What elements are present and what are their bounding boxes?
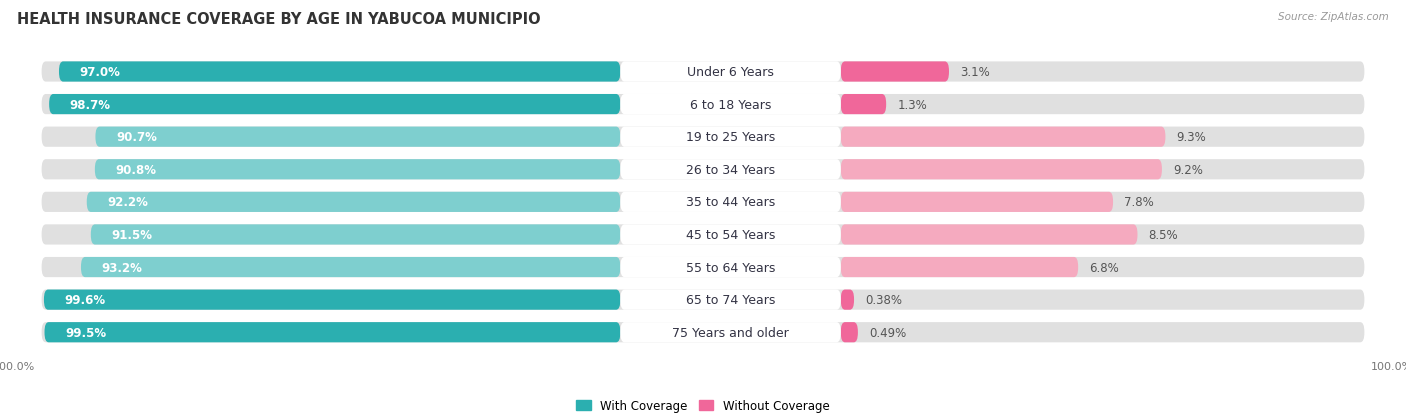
- FancyBboxPatch shape: [42, 257, 1364, 278]
- FancyBboxPatch shape: [94, 160, 620, 180]
- Text: 90.7%: 90.7%: [117, 131, 157, 144]
- Text: 93.2%: 93.2%: [101, 261, 142, 274]
- FancyBboxPatch shape: [620, 95, 841, 115]
- Text: 0.38%: 0.38%: [865, 293, 903, 306]
- FancyBboxPatch shape: [620, 290, 841, 310]
- FancyBboxPatch shape: [620, 192, 841, 212]
- FancyBboxPatch shape: [841, 160, 1161, 180]
- FancyBboxPatch shape: [841, 62, 949, 83]
- FancyBboxPatch shape: [42, 160, 1364, 180]
- FancyBboxPatch shape: [620, 257, 841, 278]
- FancyBboxPatch shape: [841, 257, 1078, 278]
- Text: HEALTH INSURANCE COVERAGE BY AGE IN YABUCOA MUNICIPIO: HEALTH INSURANCE COVERAGE BY AGE IN YABU…: [17, 12, 540, 27]
- FancyBboxPatch shape: [87, 192, 620, 212]
- Text: 99.5%: 99.5%: [65, 326, 107, 339]
- FancyBboxPatch shape: [42, 62, 1364, 83]
- FancyBboxPatch shape: [620, 62, 841, 83]
- FancyBboxPatch shape: [841, 192, 1114, 212]
- FancyBboxPatch shape: [841, 225, 1137, 245]
- Text: 99.6%: 99.6%: [65, 293, 105, 306]
- Text: 1.3%: 1.3%: [897, 98, 927, 112]
- FancyBboxPatch shape: [620, 322, 841, 342]
- Text: 0.49%: 0.49%: [869, 326, 905, 339]
- Text: 9.2%: 9.2%: [1173, 164, 1202, 176]
- Text: 6 to 18 Years: 6 to 18 Years: [690, 98, 772, 112]
- FancyBboxPatch shape: [620, 225, 841, 245]
- FancyBboxPatch shape: [59, 62, 620, 83]
- Text: 65 to 74 Years: 65 to 74 Years: [686, 293, 775, 306]
- Text: 92.2%: 92.2%: [107, 196, 148, 209]
- Text: 6.8%: 6.8%: [1090, 261, 1119, 274]
- Text: 7.8%: 7.8%: [1123, 196, 1154, 209]
- FancyBboxPatch shape: [91, 225, 620, 245]
- FancyBboxPatch shape: [42, 290, 1364, 310]
- Text: 45 to 54 Years: 45 to 54 Years: [686, 228, 775, 241]
- FancyBboxPatch shape: [42, 322, 1364, 342]
- FancyBboxPatch shape: [620, 160, 841, 180]
- Legend: With Coverage, Without Coverage: With Coverage, Without Coverage: [572, 394, 834, 413]
- FancyBboxPatch shape: [42, 95, 1364, 115]
- Text: 9.3%: 9.3%: [1177, 131, 1206, 144]
- Text: Under 6 Years: Under 6 Years: [688, 66, 773, 79]
- Text: 91.5%: 91.5%: [111, 228, 152, 241]
- FancyBboxPatch shape: [42, 192, 1364, 212]
- FancyBboxPatch shape: [49, 95, 620, 115]
- FancyBboxPatch shape: [42, 225, 1364, 245]
- FancyBboxPatch shape: [620, 127, 841, 147]
- FancyBboxPatch shape: [42, 127, 1364, 147]
- Text: 26 to 34 Years: 26 to 34 Years: [686, 164, 775, 176]
- Text: 35 to 44 Years: 35 to 44 Years: [686, 196, 775, 209]
- FancyBboxPatch shape: [82, 257, 620, 278]
- FancyBboxPatch shape: [96, 127, 620, 147]
- Text: 8.5%: 8.5%: [1149, 228, 1178, 241]
- Text: 98.7%: 98.7%: [70, 98, 111, 112]
- FancyBboxPatch shape: [44, 290, 620, 310]
- FancyBboxPatch shape: [841, 290, 853, 310]
- Text: 97.0%: 97.0%: [80, 66, 121, 79]
- Text: Source: ZipAtlas.com: Source: ZipAtlas.com: [1278, 12, 1389, 22]
- FancyBboxPatch shape: [45, 322, 620, 342]
- FancyBboxPatch shape: [841, 322, 858, 342]
- FancyBboxPatch shape: [841, 127, 1166, 147]
- Text: 55 to 64 Years: 55 to 64 Years: [686, 261, 775, 274]
- Text: 75 Years and older: 75 Years and older: [672, 326, 789, 339]
- Text: 90.8%: 90.8%: [115, 164, 156, 176]
- Text: 19 to 25 Years: 19 to 25 Years: [686, 131, 775, 144]
- Text: 3.1%: 3.1%: [960, 66, 990, 79]
- FancyBboxPatch shape: [841, 95, 886, 115]
